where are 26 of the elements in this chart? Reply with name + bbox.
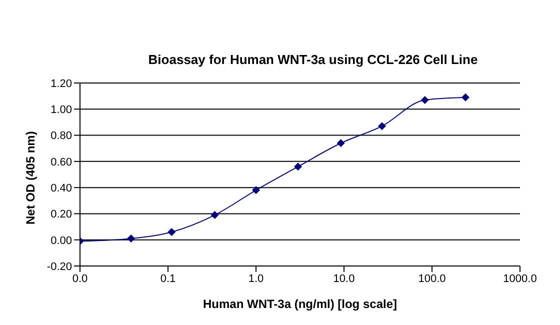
y-tick-label: 1.20 bbox=[50, 78, 72, 90]
x-tick-label: 1000.0 bbox=[503, 272, 537, 285]
y-axis-title: Net OD (405 nm) bbox=[23, 131, 38, 224]
chart-title: Bioassay for Human WNT-3a using CCL-226 Cell Line bbox=[147, 52, 479, 67]
point bbox=[168, 228, 176, 236]
x-tick-label: 100.0 bbox=[418, 272, 446, 285]
y-tick-label: 0.80 bbox=[50, 130, 72, 142]
point bbox=[210, 211, 219, 220]
y-tick-label: 0.00 bbox=[50, 234, 72, 247]
x-axis-title: Human WNT-3a (ng/ml) [log scale] bbox=[202, 297, 398, 311]
x-tick-label: 0.0 bbox=[72, 272, 88, 285]
point bbox=[378, 122, 386, 130]
x-tick-label: 10.0 bbox=[333, 272, 355, 285]
point bbox=[461, 93, 470, 102]
y-tick-label: 0.40 bbox=[50, 182, 72, 194]
x-tick-label: 1.0 bbox=[248, 272, 264, 285]
y-tick-label: 0.60 bbox=[50, 156, 72, 168]
y-tick-label: 0.20 bbox=[50, 208, 72, 221]
y-tick-label: -0.20 bbox=[46, 260, 72, 273]
y-tick-label: 1.00 bbox=[50, 104, 72, 116]
point bbox=[294, 162, 302, 171]
point bbox=[252, 186, 260, 194]
x-tick-label: 0.1 bbox=[160, 272, 176, 285]
point bbox=[420, 96, 429, 104]
point bbox=[127, 234, 136, 243]
point bbox=[336, 139, 345, 148]
